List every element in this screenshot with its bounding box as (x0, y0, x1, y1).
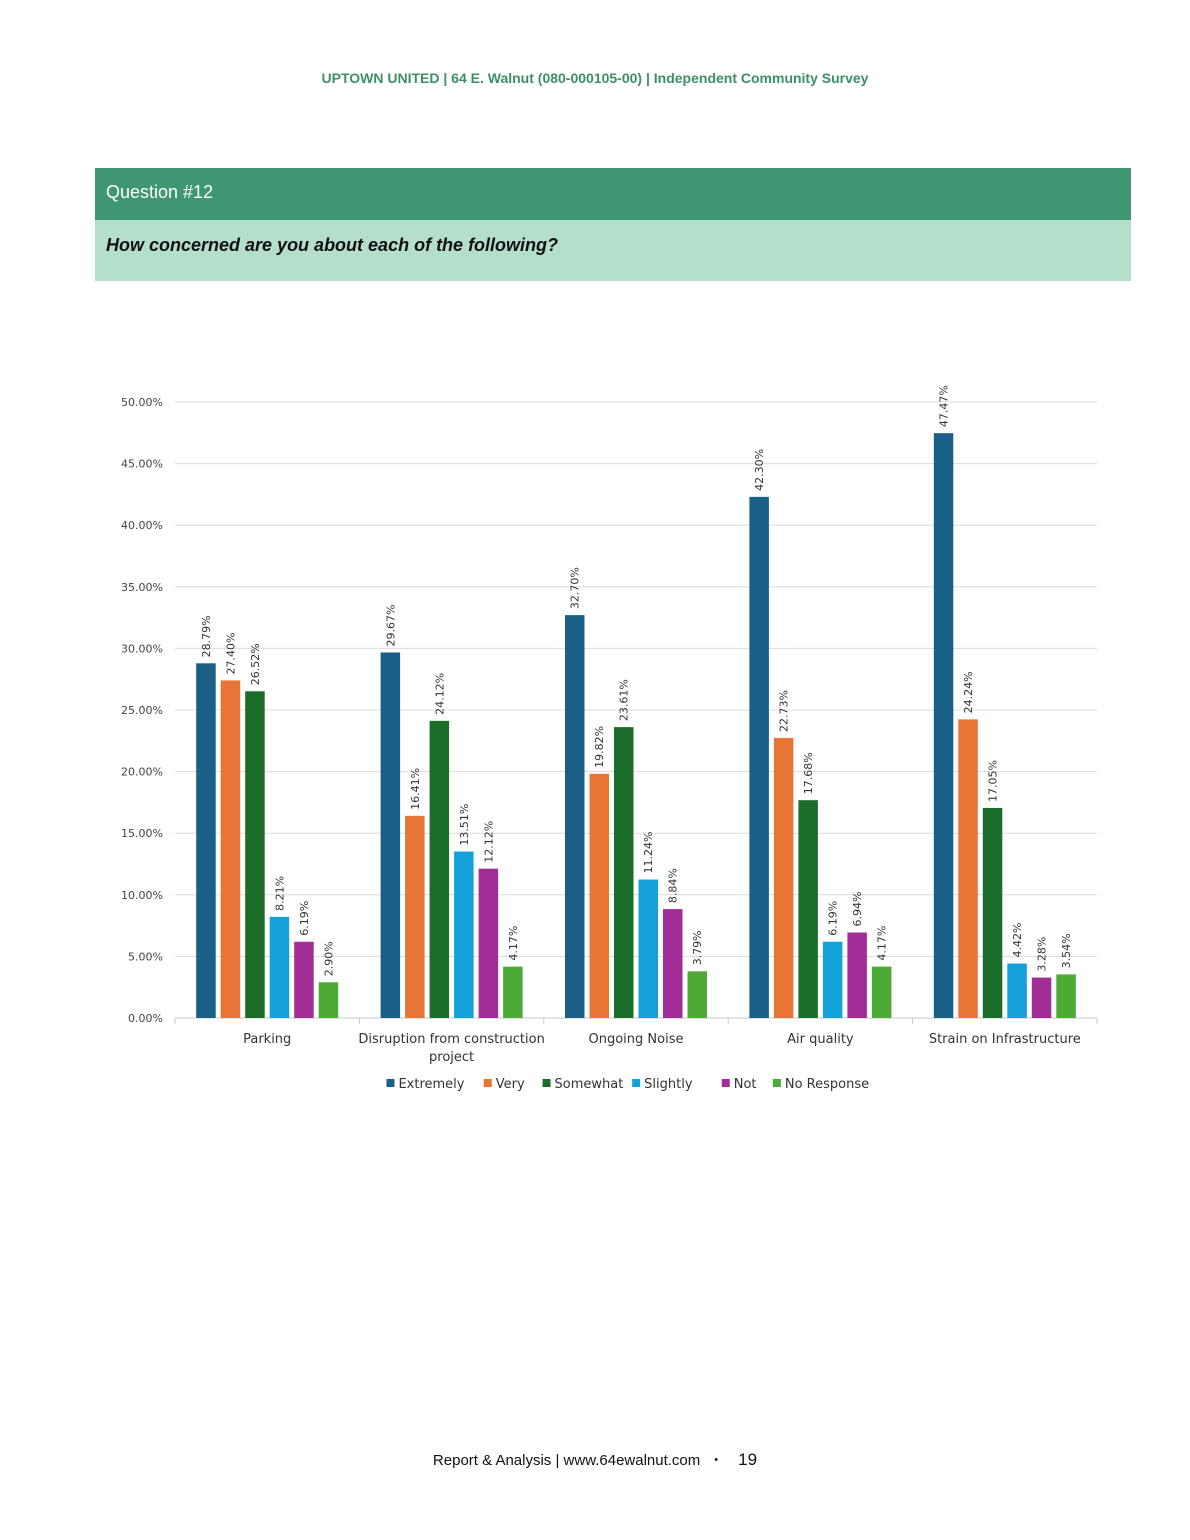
question-number: Question #12 (106, 182, 214, 202)
category-label: Air quality (787, 1032, 854, 1047)
legend-label: Somewhat (555, 1077, 624, 1092)
question-text: How concerned are you about each of the … (106, 235, 559, 255)
bar (294, 941, 314, 1018)
data-label: 4.17% (507, 926, 520, 961)
bar (589, 773, 609, 1018)
legend-label: Extremely (398, 1077, 464, 1092)
bar (269, 916, 290, 1018)
bar (871, 966, 892, 1018)
footer-separator: • (714, 1454, 719, 1466)
data-label: 17.68% (802, 752, 815, 794)
y-tick-label: 50.00% (121, 396, 163, 409)
data-label: 47.47% (938, 385, 951, 427)
legend-swatch (386, 1079, 395, 1087)
data-label: 8.84% (667, 868, 680, 903)
data-label: 42.30% (753, 449, 766, 491)
document-header: UPTOWN UNITED | 64 E. Walnut (080-000105… (321, 70, 869, 86)
question-text-bar: How concerned are you about each of the … (95, 220, 1131, 281)
data-label: 2.90% (322, 941, 335, 976)
data-label: 4.17% (876, 926, 889, 961)
category-label: Ongoing Noise (589, 1032, 684, 1047)
legend-label: Very (496, 1077, 525, 1092)
data-label: 3.79% (691, 930, 704, 965)
page-footer: Report & Analysis | www.64ewalnut.com • 19 (0, 1450, 1190, 1470)
bar (687, 971, 707, 1018)
y-tick-label: 40.00% (121, 519, 163, 532)
footer-text: Report & Analysis | www.64ewalnut.com (432, 1452, 701, 1469)
bar (565, 615, 585, 1018)
y-tick-label: 30.00% (121, 642, 163, 655)
bar (822, 941, 843, 1018)
category-label: Strain on Infrastructure (929, 1032, 1081, 1047)
data-label: 19.82% (593, 726, 606, 768)
bar (933, 433, 954, 1018)
data-label: 22.73% (778, 690, 791, 732)
y-tick-label: 0.00% (128, 1012, 163, 1025)
data-label: 17.05% (987, 760, 1000, 802)
data-label: 11.24% (642, 832, 655, 874)
data-label: 24.12% (433, 673, 446, 715)
data-label: 32.70% (569, 567, 582, 609)
bar (318, 982, 339, 1018)
bar (1056, 974, 1076, 1018)
bar (196, 663, 216, 1018)
bar (847, 932, 867, 1018)
data-label: 27.40% (224, 632, 237, 674)
data-label: 24.24% (962, 671, 975, 713)
bar (380, 652, 401, 1018)
legend-swatch (632, 1079, 641, 1087)
legend-swatch (721, 1079, 730, 1087)
y-tick-label: 10.00% (121, 889, 163, 902)
data-label: 26.52% (249, 643, 262, 685)
y-tick-label: 25.00% (121, 704, 163, 717)
question-number-bar: Question #12 (95, 168, 1131, 220)
bar (220, 680, 241, 1018)
data-label: 6.19% (298, 901, 311, 936)
data-label: 29.67% (384, 605, 397, 647)
data-label: 4.42% (1011, 923, 1024, 958)
concern-bar-chart: 0.00% 5.00% 10.00% 15.00% 20.00% 25.00% 30.00%… (121, 385, 1098, 1092)
bar (454, 851, 474, 1018)
category-label: project (429, 1050, 474, 1065)
bar (749, 496, 769, 1018)
y-tick-label: 15.00% (121, 827, 163, 840)
data-label: 6.94% (851, 892, 864, 927)
category-label: Parking (243, 1032, 291, 1047)
data-label: 16.41% (409, 768, 422, 810)
data-label: 3.28% (1036, 937, 1049, 972)
bar (405, 815, 425, 1018)
bar (614, 727, 634, 1018)
legend-label: Slightly (644, 1077, 693, 1092)
bar (958, 719, 978, 1018)
bar (773, 737, 794, 1018)
bar (798, 800, 818, 1018)
y-tick-label: 5.00% (128, 950, 163, 963)
bar (663, 909, 683, 1018)
page-number: 19 (738, 1450, 758, 1469)
y-tick-label: 35.00% (121, 581, 163, 594)
legend-swatch (542, 1079, 551, 1087)
bar (429, 720, 450, 1018)
data-label: 23.61% (618, 679, 631, 721)
legend-label: No Response (785, 1077, 869, 1092)
bar (982, 807, 1003, 1018)
y-tick-label: 45.00% (121, 458, 163, 471)
data-label: 28.79% (200, 615, 213, 657)
bar (503, 966, 523, 1018)
y-tick-label: 20.00% (121, 766, 163, 779)
legend-swatch (772, 1079, 781, 1087)
legend-label: Not (734, 1077, 757, 1092)
bar (245, 691, 265, 1018)
data-label: 12.12% (482, 821, 495, 863)
bar (1007, 963, 1027, 1018)
bar (478, 868, 499, 1018)
data-label: 6.19% (827, 901, 840, 936)
data-label: 3.54% (1060, 933, 1073, 968)
legend-swatch (483, 1079, 492, 1087)
category-label: Disruption from construction (358, 1032, 545, 1047)
data-label: 13.51% (458, 804, 471, 846)
bar (1031, 977, 1052, 1018)
data-label: 8.21% (273, 876, 286, 911)
bar (638, 879, 658, 1018)
